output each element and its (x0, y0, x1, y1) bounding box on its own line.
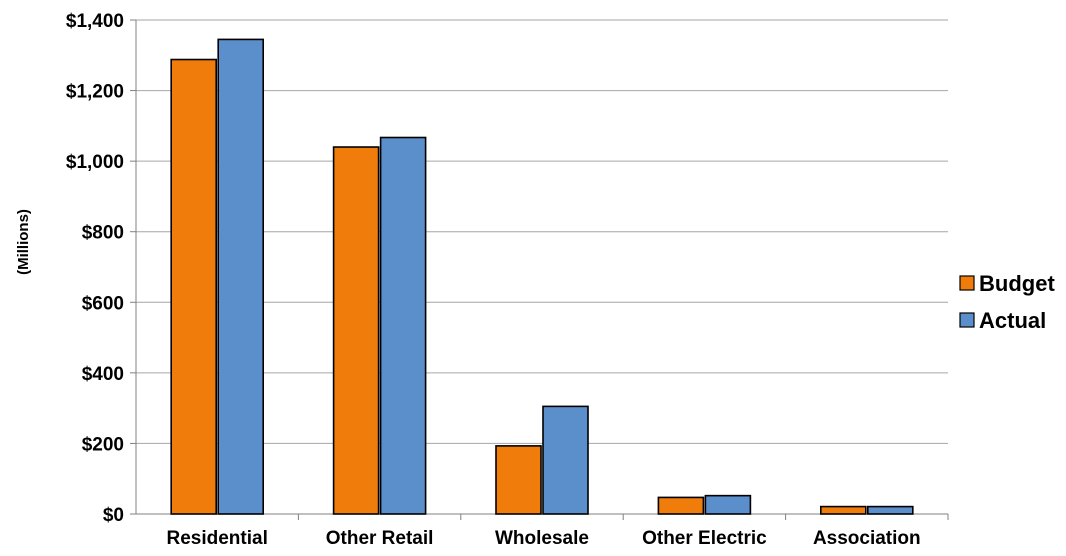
x-category-label: Association (813, 528, 921, 549)
x-category-label: Other Retail (326, 528, 434, 549)
bar-actual (379, 136, 427, 515)
x-category-label: Other Electric (642, 528, 767, 549)
bar-budget (170, 58, 217, 515)
y-tick-label: $800 (82, 223, 124, 244)
bar-actual (217, 38, 264, 515)
y-axis-title: (Millions) (15, 209, 32, 275)
x-category-labels: Residential Other Retail Wholesale Other El… (167, 528, 921, 549)
y-tick-label: $1,400 (66, 11, 124, 32)
y-tick-labels: $0 $200 $400 $600 $800 $1,000 $1,200 $1,400 (66, 11, 124, 526)
y-tick-label: $200 (82, 434, 124, 455)
y-tick-label: $1,200 (66, 82, 124, 103)
legend-label-actual: Actual (979, 308, 1046, 333)
bar-actual (866, 505, 914, 515)
y-tick-label: $1,000 (66, 152, 124, 173)
y-tick-label: $600 (82, 293, 124, 314)
gridlines (136, 19, 948, 444)
x-category-label: Residential (167, 528, 268, 549)
bar-actual (542, 405, 589, 515)
bar-budget (657, 496, 705, 515)
legend-swatch-budget (959, 275, 975, 291)
x-category-label: Wholesale (495, 528, 589, 549)
y-tick-label: $400 (82, 364, 124, 385)
axes (130, 19, 949, 520)
legend-swatch-actual (959, 312, 975, 328)
y-tick-label: $0 (103, 505, 124, 526)
bar-budget (332, 146, 380, 515)
bar-actual (704, 494, 752, 515)
bar-budget (819, 505, 867, 515)
bar-budget (495, 445, 542, 515)
bars (170, 38, 914, 515)
legend: Budget Actual (959, 271, 1055, 333)
legend-label-budget: Budget (979, 271, 1055, 296)
